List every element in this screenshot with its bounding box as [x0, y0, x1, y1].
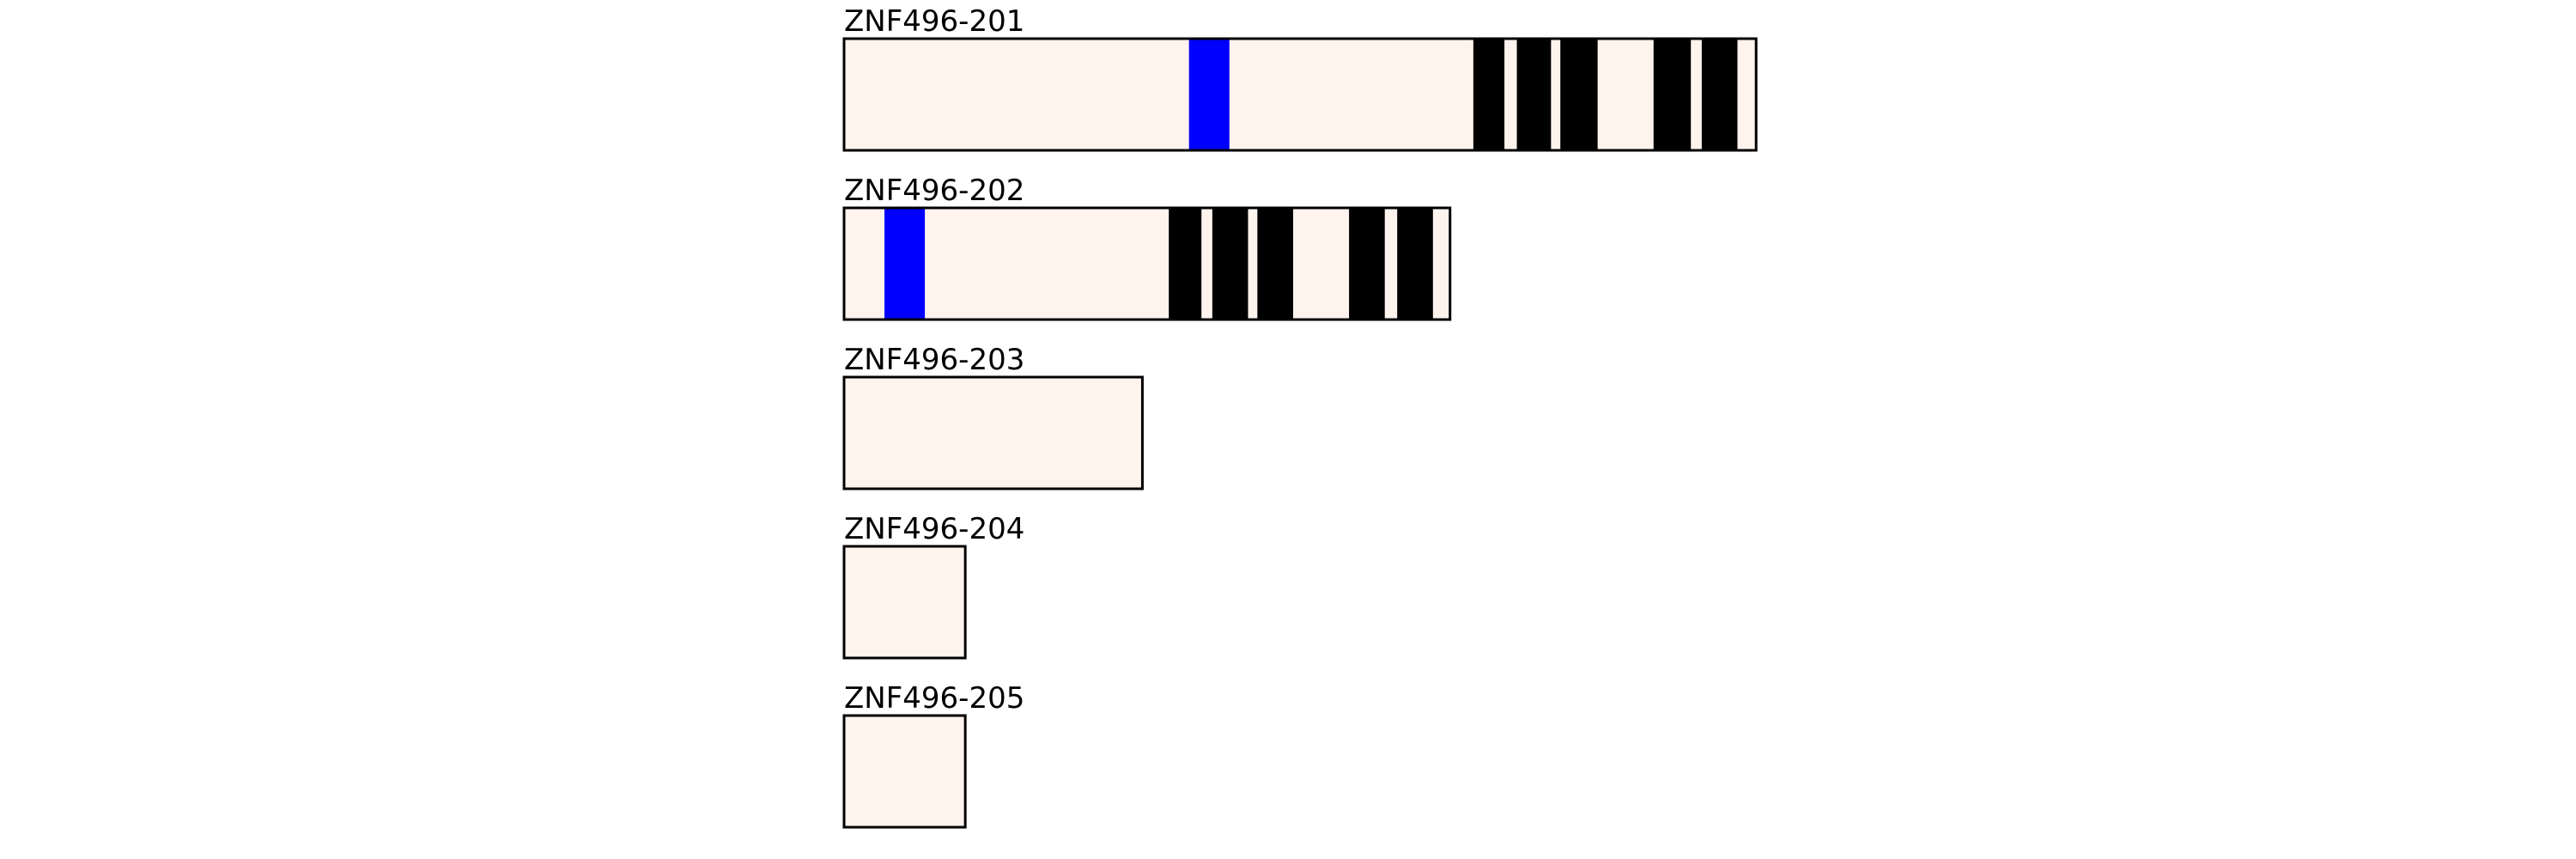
- transcript-track: ZNF496-203: [842, 343, 1144, 490]
- blue-domain: [884, 208, 926, 320]
- black-domain: [1516, 39, 1552, 150]
- transcript-track: ZNF496-201: [842, 4, 1758, 152]
- black-domain: [1397, 208, 1433, 320]
- black-domain: [1169, 208, 1202, 320]
- transcript-label: ZNF496-201: [844, 4, 1024, 39]
- transcript-label: ZNF496-204: [844, 512, 1024, 546]
- protein-outline: [842, 714, 967, 829]
- transcript-label: ZNF496-202: [844, 174, 1024, 208]
- black-domain: [1473, 39, 1505, 150]
- protein-bar: [844, 39, 1757, 150]
- transcript-track: ZNF496-202: [842, 174, 1452, 321]
- black-domain: [1349, 208, 1385, 320]
- transcript-track: ZNF496-204: [842, 512, 1024, 660]
- black-domain: [1701, 39, 1738, 150]
- transcript-label: ZNF496-203: [844, 343, 1024, 377]
- protein-outline: [842, 206, 1452, 321]
- black-domain: [1257, 208, 1293, 320]
- transcript-track: ZNF496-205: [842, 681, 1024, 829]
- protein-outline: [842, 37, 1758, 152]
- protein-outline: [842, 375, 1144, 490]
- protein-outline: [842, 545, 967, 660]
- black-domain: [1212, 208, 1249, 320]
- protein-bar: [844, 716, 966, 827]
- blue-domain: [1188, 39, 1230, 150]
- protein-bar: [844, 377, 1143, 489]
- black-domain: [1653, 39, 1692, 150]
- black-domain: [1560, 39, 1598, 150]
- transcript-label: ZNF496-205: [844, 681, 1024, 716]
- protein-bar: [844, 546, 966, 658]
